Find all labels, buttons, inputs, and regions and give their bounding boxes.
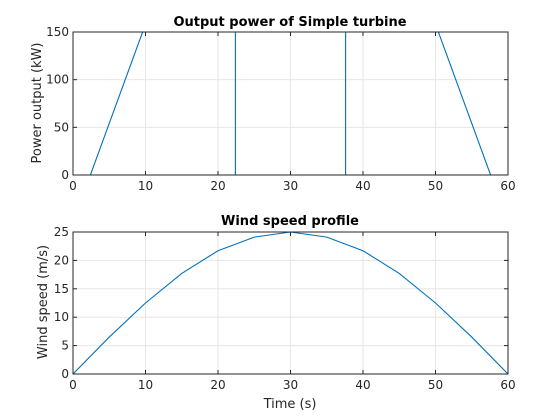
wind-speed-x-tick-label: 30 xyxy=(283,378,298,392)
time-x-axis-label: Time (s) xyxy=(263,397,317,412)
wind-speed-y-tick-label: 10 xyxy=(54,310,69,324)
power-output-x-tick-label: 20 xyxy=(210,179,225,193)
power-output-x-tick-label: 10 xyxy=(138,179,153,193)
wind-speed-y-axis-label: Wind speed (m/s) xyxy=(36,245,51,359)
wind-speed-x-tick-label: 50 xyxy=(428,378,443,392)
wind-speed-x-tick-label: 40 xyxy=(355,378,370,392)
power-output-y-tick-label: 100 xyxy=(46,73,69,87)
wind-speed-x-tick-label: 0 xyxy=(69,378,77,392)
power-output-x-tick-label: 60 xyxy=(500,179,515,193)
wind-speed-y-tick-label: 25 xyxy=(54,225,69,239)
power-output-x-tick-label: 30 xyxy=(283,179,298,193)
wind-speed-x-tick-label: 60 xyxy=(500,378,515,392)
power-output-axes: 0 10 20 30 40 50 60 0 50 100 150 xyxy=(46,25,516,193)
power-output-plot-title: Output power of Simple turbine xyxy=(173,15,406,30)
wind-speed-y-tick-label: 5 xyxy=(61,339,69,353)
power-output-y-tick-label: 50 xyxy=(54,120,69,134)
wind-speed-x-tick-label: 20 xyxy=(210,378,225,392)
power-output-x-tick-label: 50 xyxy=(428,179,443,193)
wind-speed-axes: 0 10 20 30 40 50 60 0 5 10 15 20 25 xyxy=(54,225,516,392)
wind-speed-y-tick-label: 20 xyxy=(54,253,69,267)
power-output-y-axis-label: Power output (kW) xyxy=(30,43,45,164)
wind-speed-plot-title: Wind speed profile xyxy=(221,214,359,229)
power-output-y-tick-label: 150 xyxy=(46,25,69,39)
wind-speed-x-tick-label: 10 xyxy=(138,378,153,392)
power-output-y-tick-label: 0 xyxy=(61,168,69,182)
power-output-x-tick-label: 40 xyxy=(355,179,370,193)
wind-speed-y-tick-label: 0 xyxy=(61,367,69,381)
wind-speed-y-tick-label: 15 xyxy=(54,282,69,296)
power-output-plot: 0 10 20 30 40 50 60 0 50 100 150 Output power of S… xyxy=(30,15,516,193)
power-output-x-tick-label: 0 xyxy=(69,179,77,193)
wind-speed-plot: 0 10 20 30 40 50 60 0 5 10 15 20 25 Wind speed profi… xyxy=(36,214,516,412)
